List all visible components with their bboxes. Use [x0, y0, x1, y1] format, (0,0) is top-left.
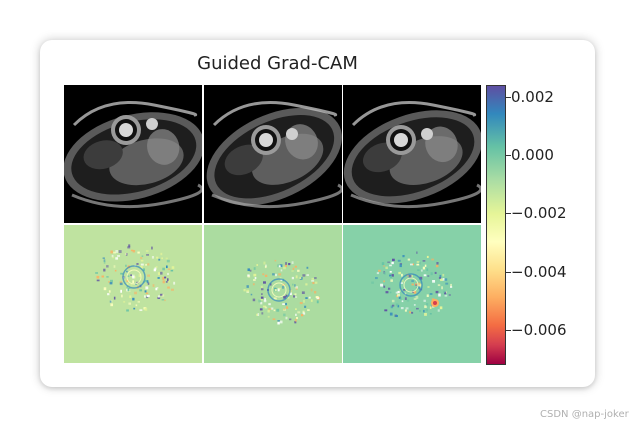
colorbar-tick: [506, 330, 511, 331]
mri-panel-1: [64, 85, 202, 223]
mri-panel-3: [343, 85, 481, 223]
colorbar-tick-label: −0.002: [511, 204, 567, 223]
chart-title: Guided Grad-CAM: [197, 53, 358, 74]
colorbar-tick: [506, 155, 511, 156]
mri-panel-2: [204, 85, 342, 223]
attribution-panel-3: [343, 225, 481, 363]
colorbar-tick: [506, 213, 511, 215]
colorbar-tick-label: 0.002: [511, 87, 554, 106]
colorbar: [486, 85, 506, 365]
figure-card: Guided Grad-CAM 0.002 0.000 −0.002 −0.004 −0…: [40, 40, 595, 387]
attribution-panel-2: [204, 225, 342, 363]
colorbar-tick-label: −0.006: [511, 321, 567, 339]
attribution-panel-1: [64, 225, 202, 363]
colorbar-tick-label: −0.004: [511, 262, 567, 281]
colorbar-tick-label: 0.000: [511, 146, 554, 164]
colorbar-tick: [506, 96, 511, 98]
watermark: CSDN @nap-joker: [540, 409, 629, 420]
colorbar-tick: [506, 271, 511, 273]
